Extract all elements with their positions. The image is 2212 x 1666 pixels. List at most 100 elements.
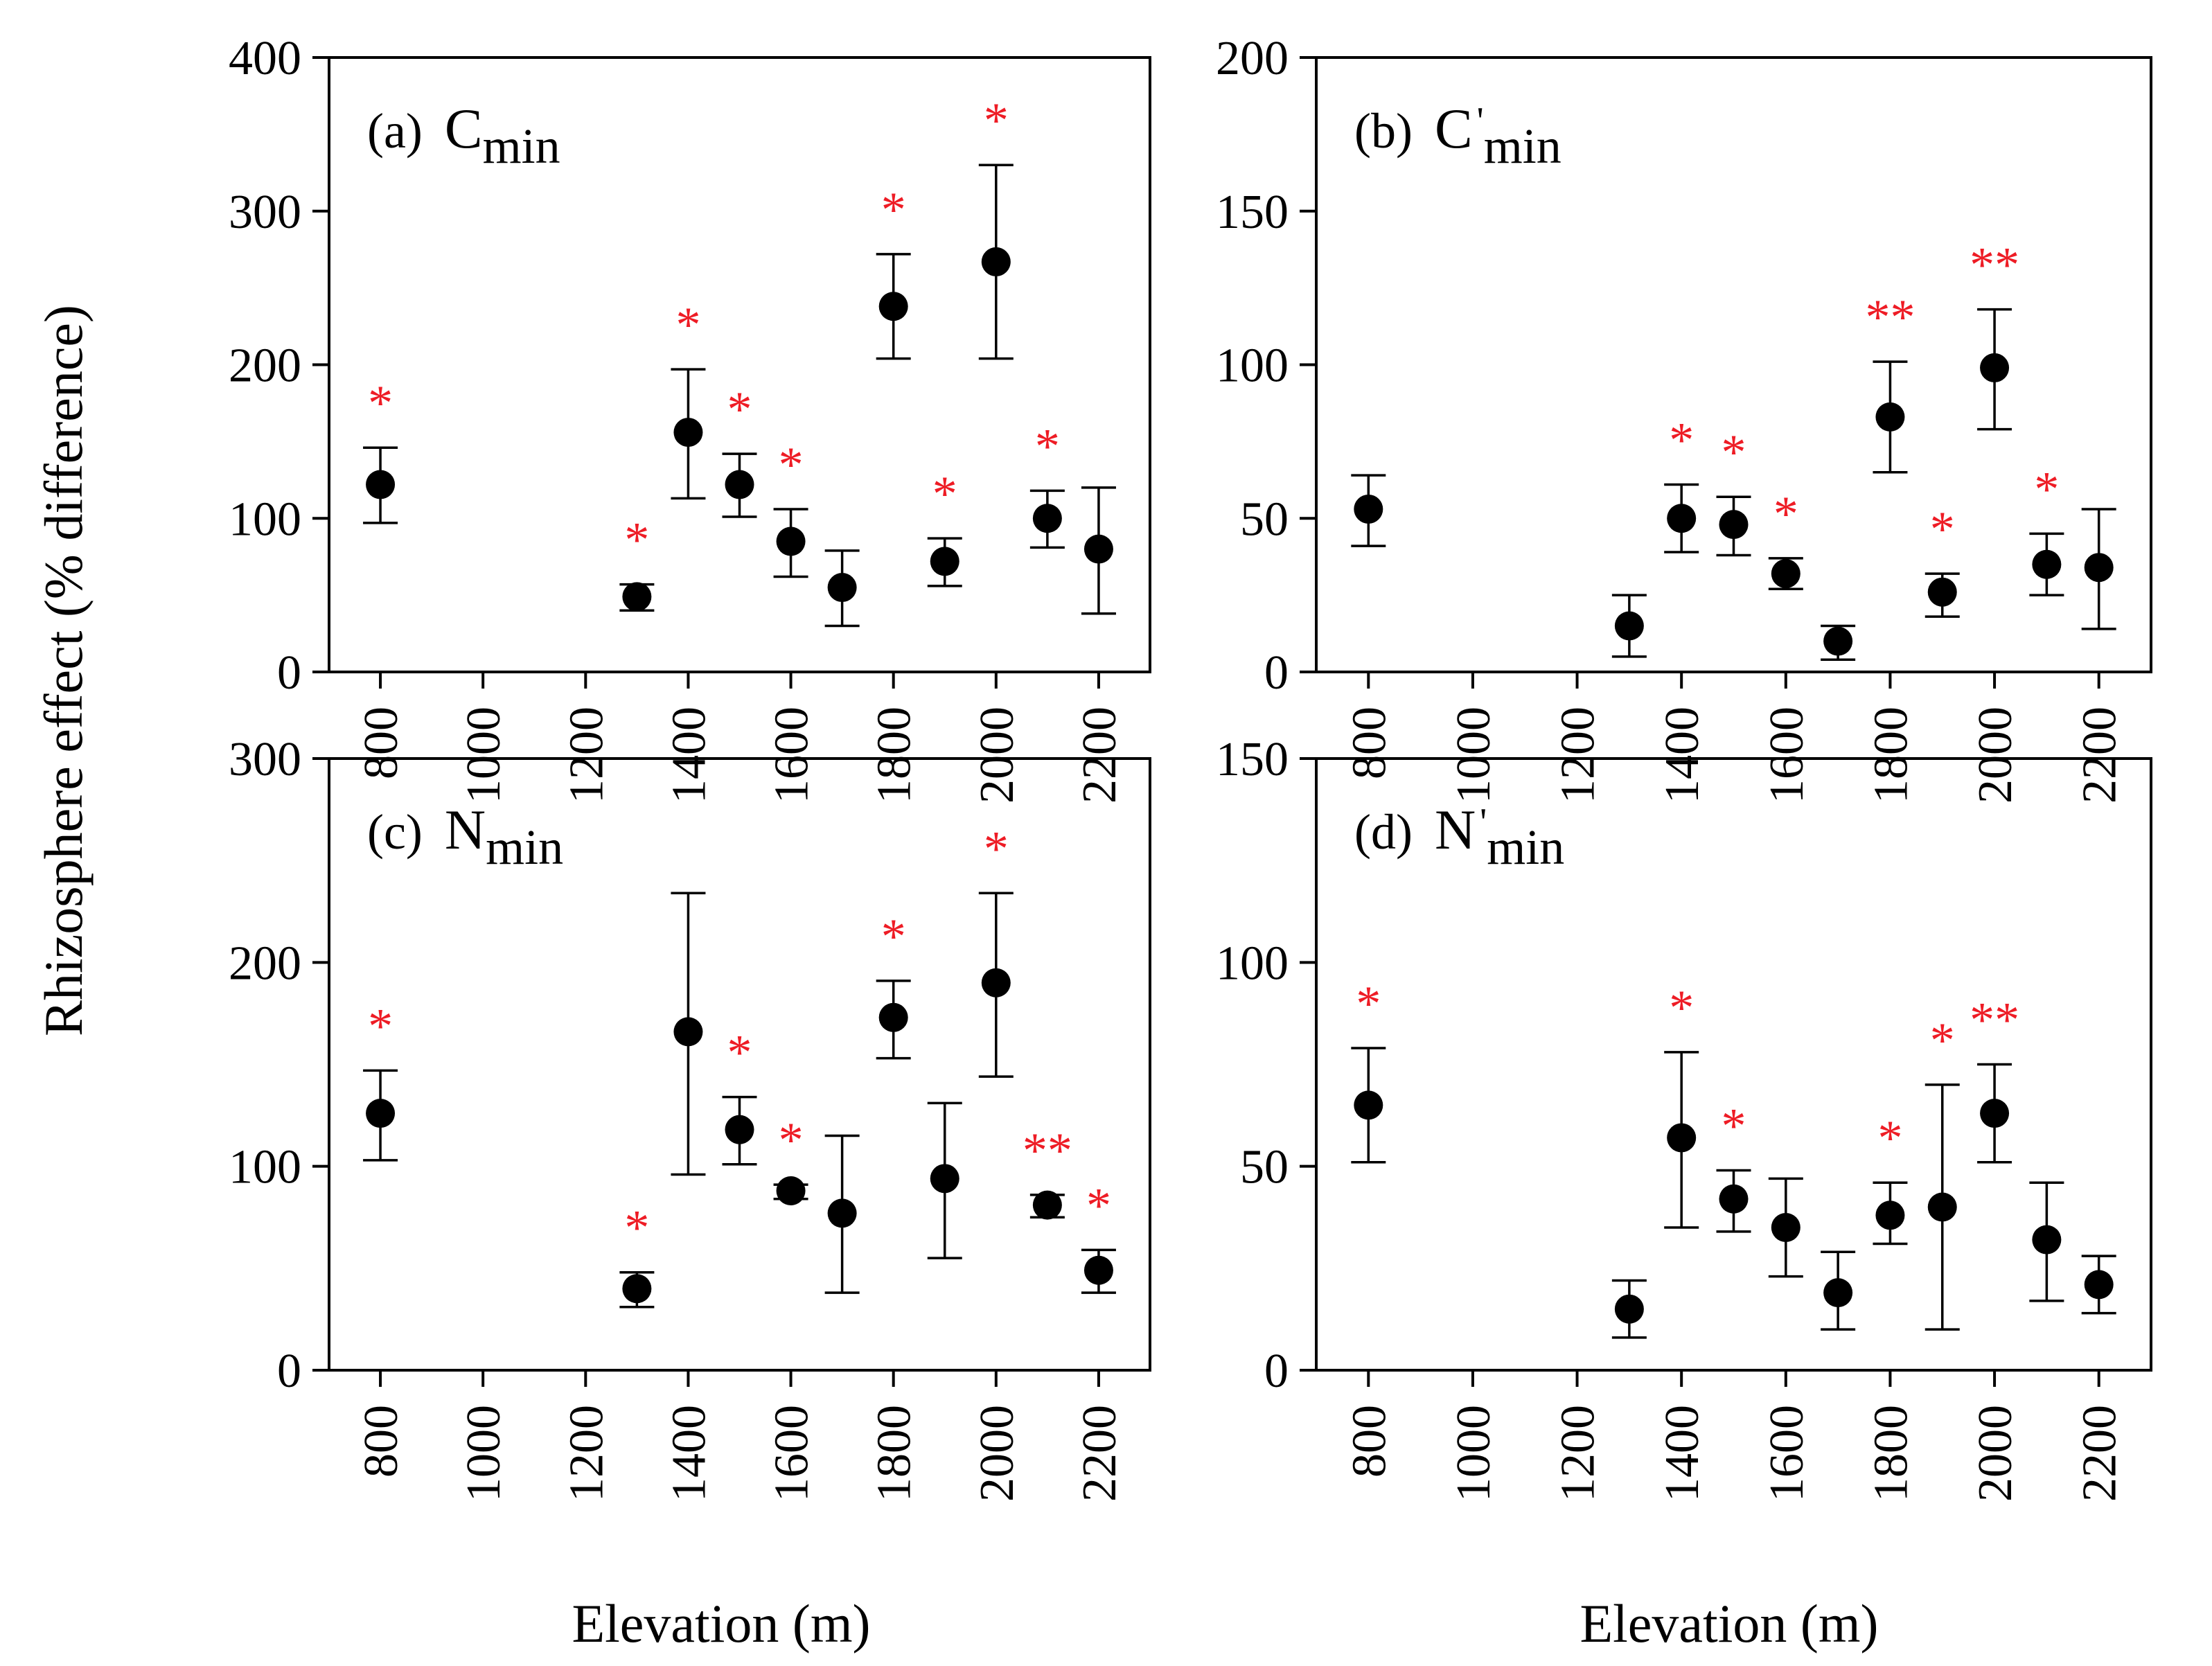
- marker-d-2200: [2084, 1270, 2114, 1300]
- marker-b-800: [1354, 494, 1383, 524]
- data-point-b-2200: [2081, 508, 2116, 630]
- data-point-d-800: *: [1351, 976, 1386, 1164]
- marker-b-2000: [1980, 353, 2010, 382]
- y-tick-label-d-50: 50: [1240, 1141, 1289, 1194]
- significance-a-1400: *: [675, 297, 700, 353]
- data-point-a-2000: *: [978, 93, 1014, 360]
- significance-a-2100: *: [1035, 418, 1060, 474]
- y-tick-label-d-150: 150: [1216, 733, 1289, 786]
- significance-c-1600: *: [779, 1113, 804, 1168]
- significance-a-1500: *: [727, 382, 752, 437]
- significance-b-1500: *: [1722, 425, 1746, 480]
- panel-label-sub-c: min: [486, 819, 563, 875]
- y-tick-label-c-200: 200: [229, 937, 301, 990]
- panel-c: 0 100 200 300 800 1000 1200 1400 1600 1800 2000 220…: [229, 733, 1151, 1502]
- y-tick-label-b-200: 200: [1216, 32, 1289, 85]
- marker-a-1400: [673, 418, 703, 447]
- data-point-b-1900: *: [1925, 502, 1960, 618]
- y-tick-label-b-50: 50: [1240, 493, 1289, 546]
- significance-a-1900: *: [932, 466, 957, 522]
- data-point-b-2100: *: [2029, 461, 2064, 596]
- data-point-c-1300: *: [619, 1200, 655, 1309]
- marker-b-1900: [1927, 577, 1957, 607]
- data-point-b-1800: **: [1865, 290, 1915, 474]
- y-tick-label-a-0: 0: [277, 646, 301, 700]
- data-point-c-1900: [927, 1101, 962, 1259]
- marker-a-1600: [776, 526, 806, 556]
- data-point-b-1700: [1821, 624, 1856, 662]
- significance-d-1400: *: [1669, 980, 1694, 1036]
- x-tick-label-c-1400: 1400: [662, 1405, 716, 1502]
- significance-b-1800: **: [1865, 290, 1915, 345]
- data-point-a-1600: *: [773, 437, 808, 578]
- panel-label-sub-d: min: [1487, 819, 1564, 875]
- significance-d-1800: *: [1877, 1110, 1902, 1166]
- x-tick-label-d-800: 800: [1343, 1405, 1396, 1478]
- x-tick-label-a-1000: 1000: [457, 707, 511, 804]
- x-tick-label-d-1600: 1600: [1760, 1405, 1814, 1502]
- marker-b-1300: [1614, 611, 1644, 641]
- x-axis-title-right: Elevation (m): [1580, 1593, 1878, 1654]
- data-point-c-1400: [671, 892, 706, 1176]
- data-point-a-2200: [1081, 486, 1116, 615]
- significance-c-1500: *: [727, 1025, 752, 1081]
- x-tick-label-b-800: 800: [1343, 707, 1396, 779]
- x-tick-label-c-1800: 1800: [868, 1405, 921, 1502]
- significance-a-2000: *: [984, 93, 1009, 148]
- significance-a-1600: *: [779, 437, 804, 493]
- y-tick-label-c-0: 0: [277, 1345, 301, 1398]
- y-tick-label-a-200: 200: [229, 339, 301, 393]
- x-tick-label-c-2000: 2000: [971, 1405, 1024, 1502]
- y-tick-label-c-300: 300: [229, 733, 301, 786]
- data-point-c-2000: *: [978, 821, 1014, 1078]
- data-point-a-1300: *: [619, 513, 655, 612]
- significance-d-1500: *: [1722, 1099, 1746, 1154]
- significance-a-1300: *: [624, 513, 649, 568]
- data-point-a-2100: *: [1029, 418, 1065, 549]
- panel-label-sub-b: min: [1484, 118, 1561, 174]
- significance-a-1800: *: [881, 182, 906, 238]
- panel-label-var-c: N: [445, 798, 486, 861]
- panel-label-prefix-c: (c): [367, 804, 423, 860]
- panel-label-prime-d: ': [1480, 801, 1487, 844]
- marker-d-1600: [1771, 1212, 1800, 1242]
- data-point-b-1500: *: [1716, 425, 1751, 557]
- data-point-d-2200: [2081, 1255, 2116, 1315]
- panel-label-var-b: C: [1435, 97, 1473, 160]
- significance-b-1900: *: [1930, 502, 1955, 557]
- data-point-c-1700: [824, 1134, 860, 1294]
- y-tick-label-d-100: 100: [1216, 937, 1289, 990]
- marker-d-1300: [1614, 1294, 1644, 1324]
- marker-a-1300: [622, 582, 652, 612]
- x-tick-label-b-2000: 2000: [1969, 707, 2022, 804]
- panel-d: 0 50 100 150 800 1000 1200 1400 1600 1800 2000 2200…: [1216, 733, 2152, 1502]
- x-tick-label-b-1200: 1200: [1552, 707, 1605, 804]
- plot-frame-c: [328, 757, 1151, 1372]
- x-tick-label-b-1000: 1000: [1447, 707, 1501, 804]
- data-point-d-1500: *: [1716, 1099, 1751, 1233]
- data-point-b-1300: [1611, 594, 1647, 658]
- marker-c-1900: [930, 1164, 959, 1194]
- data-point-b-800: [1351, 474, 1386, 547]
- data-point-d-1900: *: [1925, 1013, 1960, 1331]
- data-point-a-1800: *: [876, 182, 911, 360]
- marker-a-2000: [981, 247, 1011, 276]
- y-tick-label-a-100: 100: [229, 493, 301, 546]
- panel-label-var-a: C: [445, 97, 483, 160]
- marker-d-2100: [2032, 1225, 2062, 1255]
- panel-label-sub-a: min: [483, 118, 560, 174]
- x-tick-label-a-2200: 2200: [1073, 707, 1126, 804]
- marker-b-1600: [1771, 559, 1800, 589]
- data-point-d-1400: *: [1664, 980, 1699, 1229]
- significance-c-1300: *: [624, 1200, 649, 1256]
- marker-d-1900: [1927, 1192, 1957, 1222]
- x-tick-label-c-1000: 1000: [457, 1405, 511, 1502]
- x-axis-title-left: Elevation (m): [572, 1593, 870, 1654]
- marker-a-1900: [930, 547, 959, 576]
- marker-c-800: [366, 1099, 396, 1128]
- x-tick-label-d-2000: 2000: [1969, 1405, 2022, 1502]
- x-tick-label-c-800: 800: [355, 1405, 408, 1478]
- marker-b-2200: [2084, 553, 2114, 583]
- panel-label-prefix-a: (a): [367, 103, 423, 159]
